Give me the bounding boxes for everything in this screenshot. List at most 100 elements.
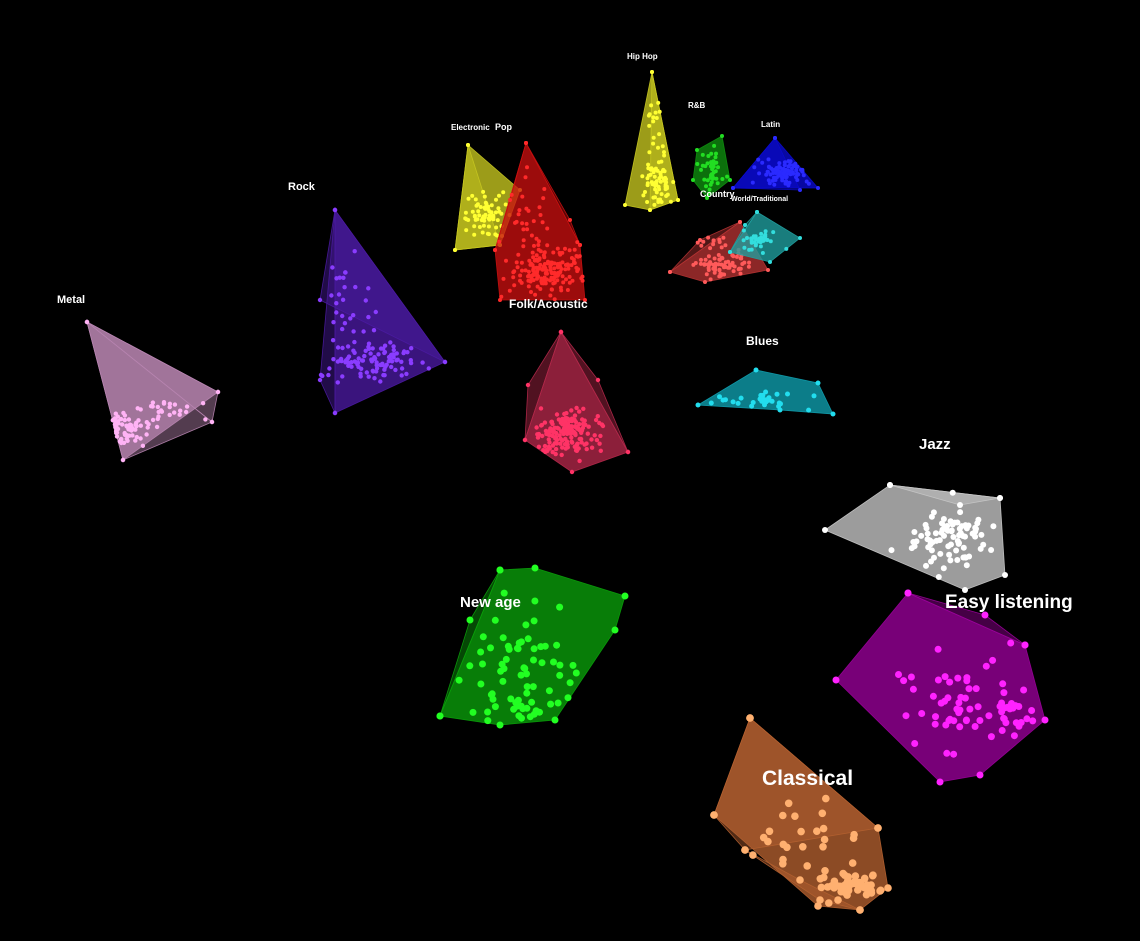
data-point <box>538 262 543 267</box>
cluster-classical[interactable] <box>710 714 892 914</box>
data-point <box>695 162 700 166</box>
data-point <box>957 502 963 508</box>
data-point <box>927 541 934 548</box>
cluster-jazz[interactable] <box>822 482 1008 593</box>
cluster-easy[interactable] <box>832 589 1049 786</box>
data-point <box>731 186 735 190</box>
data-point <box>491 215 496 220</box>
data-point <box>693 261 698 265</box>
data-point <box>583 422 588 427</box>
data-point <box>947 557 954 564</box>
data-point <box>363 348 368 353</box>
data-point <box>988 547 995 553</box>
cluster-label-electronic: Electronic <box>451 123 490 132</box>
data-point <box>725 174 730 179</box>
data-point <box>524 141 528 145</box>
data-point <box>928 558 934 565</box>
data-point <box>902 712 910 720</box>
data-point <box>553 446 559 452</box>
data-point <box>703 164 708 169</box>
data-point <box>544 270 549 275</box>
data-point <box>657 132 662 137</box>
data-point <box>705 178 710 183</box>
cluster-blues[interactable] <box>695 367 836 417</box>
data-point <box>484 717 492 725</box>
data-point <box>513 702 521 710</box>
data-point <box>766 164 771 169</box>
data-point <box>741 228 746 233</box>
hull-face <box>835 592 1046 783</box>
cluster-hip-hop[interactable] <box>623 70 680 212</box>
data-point <box>1028 707 1036 714</box>
data-point <box>121 440 127 445</box>
data-point <box>538 659 546 667</box>
cluster-new-age[interactable] <box>436 564 629 729</box>
data-point <box>695 240 700 245</box>
data-point <box>742 245 747 250</box>
data-point <box>924 530 931 537</box>
data-point <box>529 683 537 691</box>
data-point <box>704 272 709 277</box>
data-point <box>768 239 773 244</box>
data-point <box>833 882 841 890</box>
data-point <box>378 379 383 384</box>
data-point <box>597 441 602 446</box>
data-point <box>698 261 703 266</box>
cluster-metal[interactable] <box>84 319 221 463</box>
cluster-pop[interactable] <box>493 141 587 302</box>
data-point <box>760 160 765 165</box>
hull-face <box>669 221 741 273</box>
data-point <box>668 270 672 274</box>
data-point <box>950 750 958 758</box>
data-point <box>746 264 751 269</box>
data-point <box>803 862 811 870</box>
data-point <box>900 677 908 685</box>
data-point <box>954 557 961 563</box>
cluster-label-jazz: Jazz <box>919 436 951 453</box>
data-point <box>167 404 172 410</box>
data-point <box>663 182 668 187</box>
cluster-rnb[interactable] <box>691 134 732 200</box>
data-point <box>553 641 561 649</box>
data-point <box>976 771 984 779</box>
data-point <box>466 616 474 624</box>
data-point <box>709 180 714 185</box>
data-point <box>542 250 547 255</box>
data-point <box>535 284 540 289</box>
data-point <box>138 436 143 441</box>
cluster-rock[interactable] <box>317 207 448 416</box>
data-point <box>981 611 989 619</box>
data-point <box>172 410 177 415</box>
data-point <box>172 402 178 407</box>
data-point <box>455 676 463 684</box>
data-point <box>741 846 749 854</box>
data-point <box>754 237 758 242</box>
data-point <box>712 256 717 261</box>
data-point <box>730 260 735 265</box>
cluster-latin[interactable] <box>731 136 820 192</box>
data-point <box>502 655 510 663</box>
data-point <box>526 274 530 279</box>
data-point <box>480 230 485 235</box>
data-point <box>482 194 487 199</box>
data-point <box>707 187 712 192</box>
cluster-label-pop: Pop <box>495 122 513 132</box>
data-point <box>383 364 388 370</box>
data-point <box>472 214 477 219</box>
cluster-world[interactable] <box>728 210 802 264</box>
cluster-folk[interactable] <box>522 329 631 475</box>
data-point <box>887 482 893 488</box>
data-point <box>788 162 792 167</box>
data-point <box>938 529 945 536</box>
hull-face <box>525 142 581 246</box>
data-point <box>651 135 656 140</box>
data-point <box>84 319 90 325</box>
data-point <box>706 154 711 158</box>
data-point <box>351 329 356 334</box>
data-point <box>486 224 491 229</box>
data-point <box>569 435 574 440</box>
data-point <box>579 440 584 445</box>
data-point <box>553 451 558 457</box>
data-point <box>340 297 346 302</box>
data-point <box>504 642 512 650</box>
